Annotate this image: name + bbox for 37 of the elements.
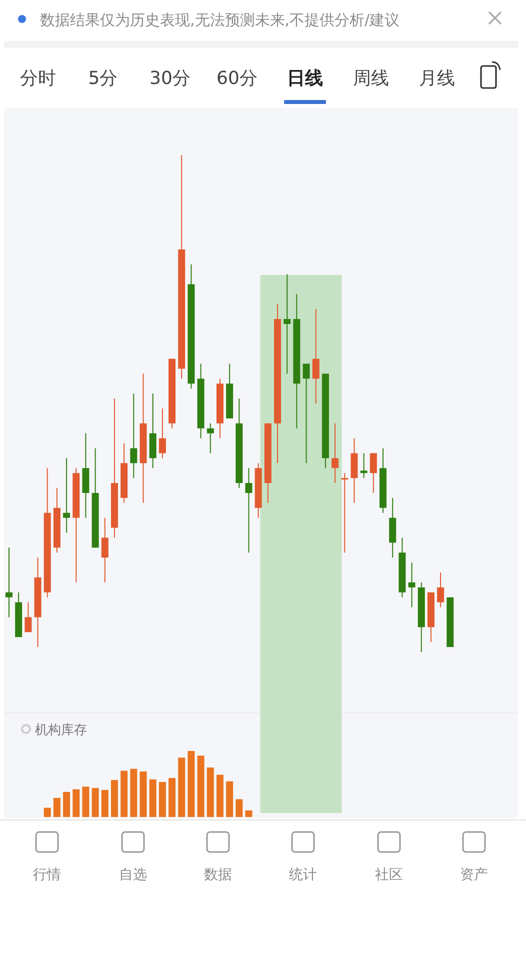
text: 统计 xyxy=(289,867,317,883)
text: 自选 xyxy=(119,867,147,883)
text: 60分 xyxy=(216,68,258,89)
text: 5分 xyxy=(88,68,118,89)
bar xyxy=(72,789,80,817)
bar xyxy=(44,808,51,817)
bar xyxy=(63,792,70,817)
bar xyxy=(120,770,128,817)
bar xyxy=(178,758,186,817)
text: 数据结果仅为历史表现,无法预测未来,不提供分析/建议 xyxy=(40,11,400,29)
bar xyxy=(168,778,176,817)
text: 分时 xyxy=(20,68,56,89)
text: 月线 xyxy=(419,68,455,89)
bar xyxy=(130,768,138,817)
text: 周线 xyxy=(353,68,389,89)
chart-title: 机构库存 xyxy=(35,723,87,738)
bar xyxy=(158,782,166,817)
text: 日线 xyxy=(287,68,323,89)
text: 30分 xyxy=(150,68,190,89)
bar xyxy=(197,756,204,817)
bar xyxy=(206,768,214,817)
bar xyxy=(82,786,90,817)
bar xyxy=(226,781,234,817)
bar xyxy=(101,790,108,817)
bar xyxy=(110,780,118,817)
bar xyxy=(236,799,243,817)
text: 行情 xyxy=(33,867,61,883)
bar xyxy=(216,774,224,817)
bar xyxy=(188,751,195,817)
text: 资产 xyxy=(460,867,488,883)
bar xyxy=(140,771,147,817)
bar xyxy=(53,798,60,817)
text: 社区 xyxy=(375,867,403,883)
bar xyxy=(92,788,99,817)
bar xyxy=(149,779,156,817)
text: 数据 xyxy=(204,867,232,883)
bar xyxy=(245,810,252,817)
